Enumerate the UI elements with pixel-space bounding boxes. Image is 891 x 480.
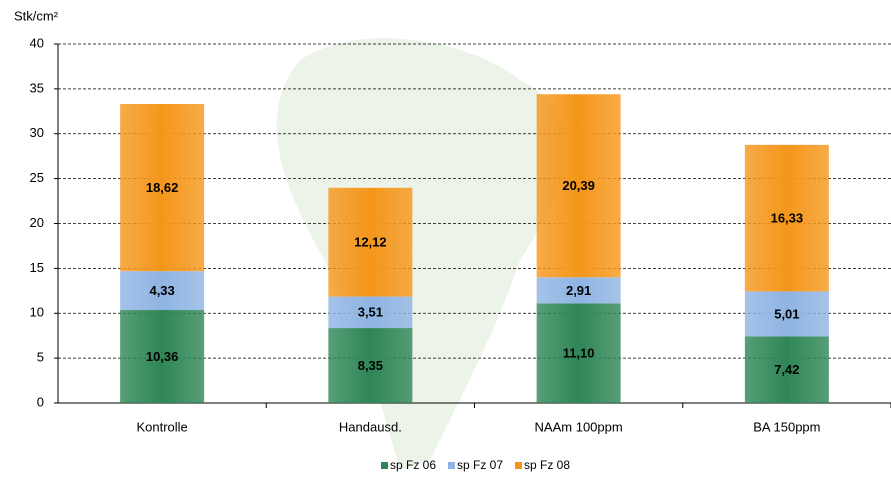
x-tick-label: NAAm 100ppm [535, 419, 623, 434]
bar-segment [328, 187, 413, 297]
value-label: 5,01 [774, 306, 799, 321]
bar-segment [120, 310, 205, 403]
value-label: 8,35 [358, 358, 383, 373]
x-tick-label: Kontrolle [136, 419, 187, 434]
value-label: 16,33 [771, 211, 804, 226]
legend-label: sp Fz 07 [457, 458, 503, 472]
bar-segment [744, 144, 829, 292]
y-tick-label: 15 [30, 260, 44, 275]
legend-label: sp Fz 06 [390, 458, 436, 472]
legend-swatch [381, 462, 388, 469]
y-tick-label: 25 [30, 170, 44, 185]
y-tick-label: 35 [30, 80, 44, 95]
y-tick-label: 0 [37, 394, 44, 409]
x-tick-label: Handausd. [339, 419, 402, 434]
y-tick-label: 5 [37, 350, 44, 365]
value-label: 3,51 [358, 305, 383, 320]
legend-swatch [448, 462, 455, 469]
bar-segment [744, 336, 829, 403]
x-tick-label: BA 150ppm [753, 419, 820, 434]
bar-segment [536, 303, 621, 403]
legend-label: sp Fz 08 [524, 458, 570, 472]
value-label: 18,62 [146, 180, 179, 195]
bar-segment [328, 328, 413, 403]
watermark [276, 38, 567, 471]
value-label: 20,39 [562, 178, 595, 193]
value-label: 4,33 [149, 283, 174, 298]
legend-swatch [515, 462, 522, 469]
bar-segment [120, 104, 205, 272]
bar-segment [120, 271, 205, 311]
bar-segment [744, 291, 829, 337]
bar-segment [536, 94, 621, 278]
y-tick-label: 40 [30, 35, 44, 50]
bar-segment [536, 277, 621, 304]
value-label: 12,12 [354, 235, 387, 250]
value-label: 11,10 [563, 346, 595, 361]
bar-segment [328, 296, 413, 329]
value-label: 2,91 [566, 283, 591, 298]
y-tick-label: 10 [30, 305, 44, 320]
y-axis-label: Stk/cm² [14, 8, 59, 23]
value-label: 7,42 [774, 362, 799, 377]
value-label: 10,36 [146, 349, 179, 364]
y-tick-label: 20 [30, 215, 44, 230]
y-tick-label: 30 [30, 125, 44, 140]
